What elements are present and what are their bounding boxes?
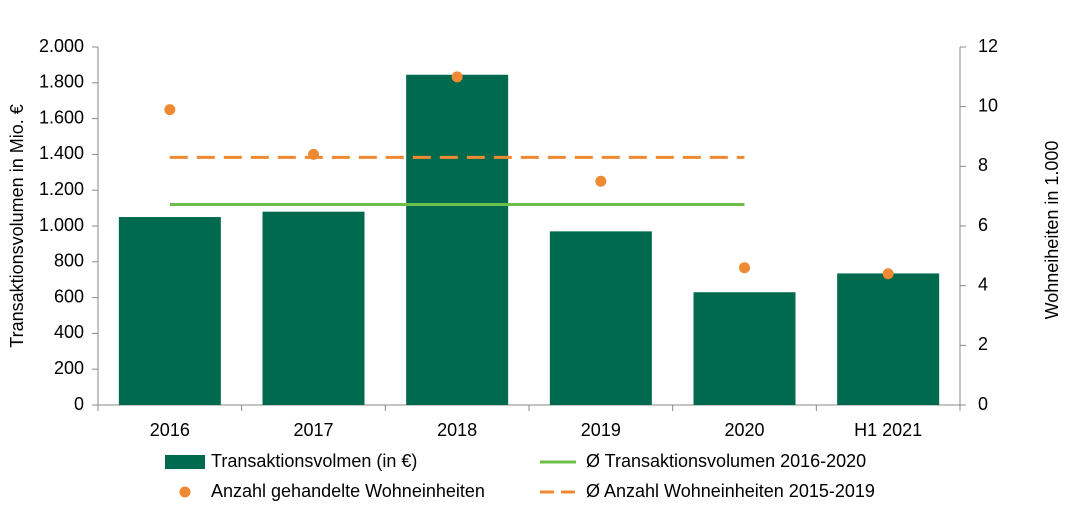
y-tick-label: 1.000 (39, 215, 84, 235)
bar (406, 74, 509, 406)
point (739, 262, 750, 274)
point (595, 175, 607, 187)
x-tick-label: 2020 (724, 420, 764, 440)
x-tick-label: 2017 (293, 420, 333, 440)
y2-tick-label: 10 (978, 95, 998, 115)
x-tick-label: 2019 (581, 420, 621, 440)
legend-label: Anzahl gehandelte Wohneinheiten (211, 481, 485, 501)
legend-label: Ø Transaktionsvolumen 2016-2020 (586, 451, 866, 471)
y-tick-label: 1.600 (39, 107, 84, 127)
y-tick-label: 1.200 (39, 179, 84, 199)
y2-tick-label: 6 (978, 215, 988, 235)
x-tick-label: 2016 (150, 420, 190, 440)
legend-label: Ø Anzahl Wohneinheiten 2015-2019 (586, 481, 875, 501)
y2-tick-label: 0 (978, 394, 988, 414)
point (451, 71, 463, 83)
x-tick-label: 2018 (437, 420, 477, 440)
y2-tick-label: 2 (978, 334, 988, 354)
point (164, 104, 176, 116)
bar (693, 292, 796, 405)
legend-label: Transaktionsvolmen (in €) (211, 451, 417, 471)
y-tick-label: 600 (54, 286, 84, 306)
bar (549, 231, 652, 405)
x-tick-label: H1 2021 (854, 420, 922, 440)
y-axis-label: Transaktionsvolumen in Mio. € (7, 104, 27, 347)
bar (837, 273, 940, 405)
y2-axis-label: Wohneiheiten in 1.000 (1042, 141, 1062, 320)
bar (262, 211, 365, 405)
y-tick-label: 1.800 (39, 72, 84, 92)
point (882, 268, 894, 280)
legend-swatch (165, 455, 205, 469)
y-tick-label: 2.000 (39, 36, 84, 56)
y-tick-label: 1.400 (39, 143, 84, 163)
y-tick-label: 400 (54, 322, 84, 342)
y-tick-label: 0 (74, 394, 84, 414)
legend-swatch (179, 486, 191, 498)
y-tick-label: 800 (54, 251, 84, 271)
bar (118, 217, 221, 405)
y2-tick-label: 12 (978, 36, 998, 56)
y2-tick-label: 4 (978, 274, 988, 294)
y-tick-label: 200 (54, 358, 84, 378)
y2-tick-label: 8 (978, 155, 988, 175)
